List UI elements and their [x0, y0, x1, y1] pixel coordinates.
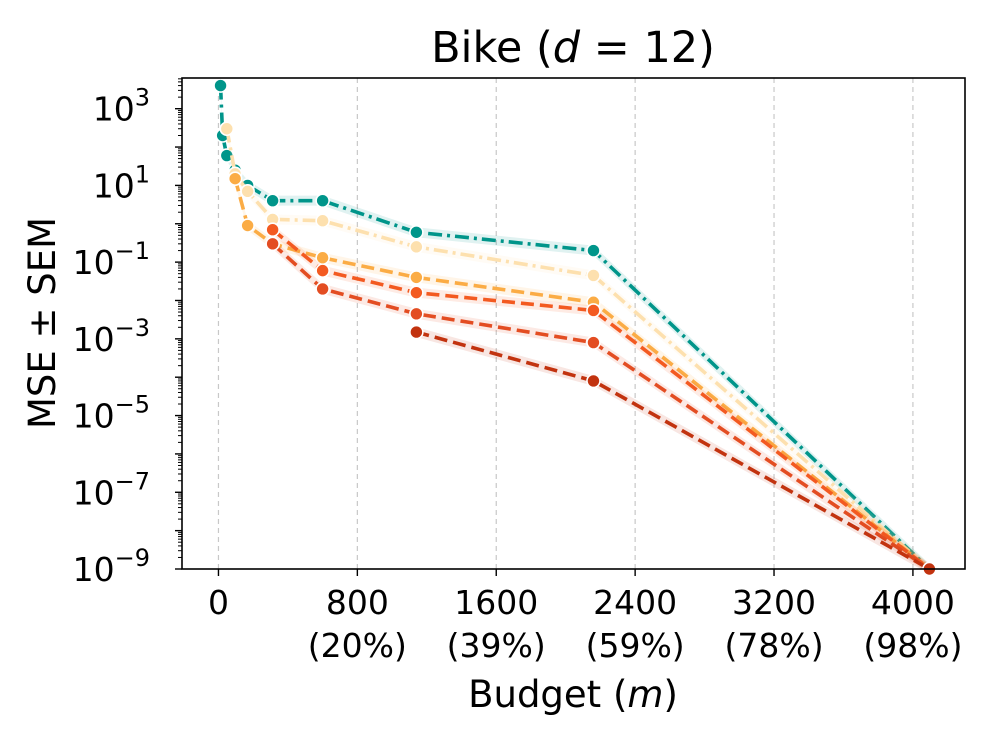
data-point [227, 171, 243, 186]
y-tick-label: 10−7 [73, 467, 150, 512]
data-point [213, 78, 228, 93]
x-tick-sublabel: (98%) [863, 626, 962, 665]
y-tick-label: 10−3 [73, 314, 150, 359]
x-axis: 0 800 (20%) 1600 (39%) 2400 (59%) 3200 (78%) 4000… [208, 569, 962, 665]
x-tick-sublabel: (20%) [308, 626, 407, 665]
x-tick-label: 2400 [593, 583, 677, 622]
y-tick-label: 10−1 [73, 237, 150, 282]
data-point [240, 218, 255, 233]
data-point [586, 373, 601, 389]
data-point [409, 270, 424, 285]
plot-frame [181, 77, 966, 570]
data-point [409, 224, 424, 240]
data-point [409, 324, 424, 340]
series-line [225, 128, 931, 571]
series-line [218, 85, 931, 571]
data-point [586, 243, 601, 258]
data-point [409, 239, 424, 255]
data-point [315, 281, 330, 297]
series-line [271, 242, 931, 571]
x-tick-sublabel: (59%) [586, 626, 685, 665]
data-point [265, 193, 280, 208]
x-tick-label: 1600 [454, 583, 538, 622]
x-tick-label: 4000 [871, 583, 955, 622]
grid-lines [217, 78, 914, 569]
series-4 [265, 222, 937, 577]
data-point [586, 335, 601, 350]
series-1 [213, 78, 937, 577]
data-point [315, 213, 330, 229]
series-sem-band [272, 238, 930, 574]
data-point [265, 222, 280, 238]
y-tick-label: 101 [93, 160, 150, 205]
series-sem-band [235, 173, 930, 575]
data-point [240, 184, 255, 199]
data-point [219, 121, 235, 137]
x-tick-sublabel: (78%) [724, 626, 823, 665]
x-axis-label: Budget (m) [468, 673, 678, 716]
y-axis-label: MSE ± SEM [21, 217, 64, 429]
y-tick-label: 103 [93, 84, 150, 129]
x-tick-label: 0 [208, 583, 229, 622]
data-point [409, 285, 424, 300]
series-5 [265, 236, 937, 577]
x-tick-label: 800 [326, 583, 389, 622]
data-point [265, 236, 280, 252]
series-2 [219, 121, 937, 577]
data-point [315, 263, 330, 278]
y-tick-label: 10−9 [73, 544, 150, 589]
x-tick-label: 3200 [732, 583, 816, 622]
x-tick-sublabel: (39%) [447, 626, 546, 665]
data-point [586, 303, 601, 318]
data-point [409, 306, 424, 322]
chart-title: Bike (d = 12) [431, 23, 715, 73]
y-axis: 103 101 10−1 10−3 10−5 10−7 10−9 [73, 78, 182, 589]
series-layer [213, 78, 937, 577]
data-point [586, 268, 601, 283]
y-tick-label: 10−5 [73, 391, 150, 436]
data-point [315, 193, 330, 208]
